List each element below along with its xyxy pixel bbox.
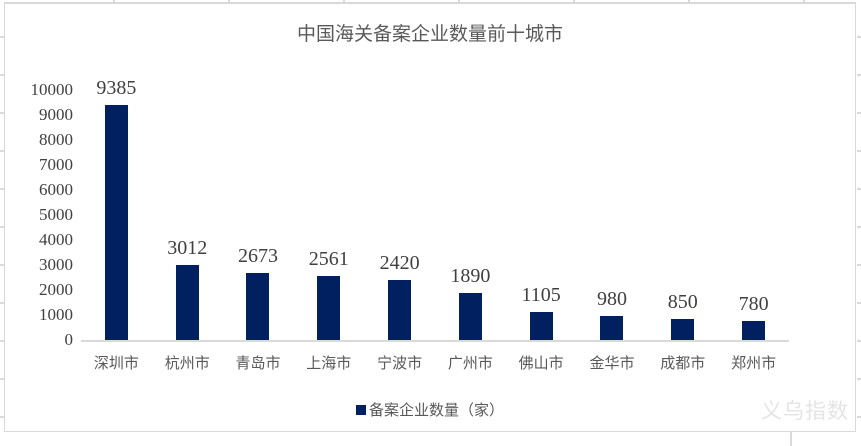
gridline-left: [0, 0, 4, 446]
x-axis-category-label: 青岛市: [235, 355, 281, 372]
y-axis: 0 1000 2000 3000 4000 5000 6000 7000 8000 9000 100…: [5, 81, 81, 349]
x-axis-category-label: 上海市: [306, 355, 352, 372]
y-axis-tick-label: 6000: [39, 180, 73, 199]
x-axis-category-label: 深圳市: [93, 355, 139, 372]
y-axis-tick-label: 8000: [39, 130, 73, 149]
chart-title[interactable]: 中国海关备案企业数量前十城市: [296, 24, 563, 45]
x-axis-category-label: 广州市: [447, 355, 493, 372]
bar-slot: 1890: [435, 265, 506, 340]
bar-value-label: 2420: [379, 251, 420, 274]
bar[interactable]: [317, 275, 341, 340]
bar-value-label: 2561: [308, 247, 349, 270]
bar-value-label: 780: [738, 292, 769, 315]
y-axis-tick-label: 4000: [39, 230, 73, 249]
gridline-top: [0, 0, 861, 3]
bar-slot: 1105: [506, 284, 577, 340]
y-axis-tick-label: 3000: [39, 255, 73, 274]
bar[interactable]: [388, 279, 412, 340]
y-axis-tick-label: 9000: [39, 105, 73, 124]
bar-value-label: 850: [667, 290, 698, 313]
gridline-stub: [790, 432, 792, 446]
gridline-right: [857, 0, 861, 446]
bar-slot: 2561: [293, 248, 364, 340]
bar-slot: 2420: [364, 251, 435, 340]
bar-value-label: 980: [596, 287, 627, 310]
x-axis: 深圳市 杭州市 青岛市 上海市 宁波市 广州市 佛山市 金华市 成都市 郑州市: [81, 352, 789, 373]
bar[interactable]: [104, 105, 128, 340]
x-axis-category-label: 郑州市: [731, 355, 777, 372]
x-axis-category-label: 金华市: [589, 355, 635, 372]
legend[interactable]: 备案企业数量（家）: [5, 399, 855, 420]
bar-slot: 3012: [152, 237, 223, 340]
x-axis-category-label: 佛山市: [518, 355, 564, 372]
watermark: 义乌指数: [761, 400, 849, 423]
bar-value-label: 1890: [450, 264, 491, 287]
plot-area: 0 1000 2000 3000 4000 5000 6000 7000 8000 9000 100…: [5, 77, 855, 349]
legend-label: 备案企业数量（家）: [368, 402, 504, 419]
y-axis-tick-label: 10000: [30, 80, 74, 99]
bar-value-label: 2673: [237, 245, 278, 268]
bar[interactable]: [175, 264, 199, 340]
x-axis-category-label: 成都市: [660, 355, 706, 372]
y-axis-tick-label: 5000: [39, 205, 73, 224]
bar[interactable]: [671, 318, 695, 340]
chart-frame[interactable]: 中国海关备案企业数量前十城市 0 1000 2000 3000 4000 5000 6000…: [4, 2, 856, 432]
y-axis-tick-label: 0: [64, 330, 74, 349]
bar-series: 9385 3012 2673 2561 2420 1890 1105 980 850 780: [81, 77, 789, 342]
y-axis-tick-label: 7000: [39, 155, 73, 174]
bar[interactable]: [742, 320, 766, 340]
bar-slot: 9385: [81, 77, 152, 340]
bar-slot: 980: [577, 287, 648, 340]
bar-slot: 850: [647, 291, 718, 340]
legend-swatch-icon: [355, 404, 366, 415]
x-axis-category-label: 宁波市: [377, 355, 423, 372]
bar-value-label: 1105: [521, 284, 561, 307]
y-axis-tick-label: 1000: [39, 305, 73, 324]
bar-value-label: 9385: [96, 77, 137, 100]
bar-value-label: 3012: [167, 236, 208, 259]
bar-slot: 780: [718, 292, 789, 340]
bar[interactable]: [529, 312, 553, 340]
y-axis-tick-label: 2000: [39, 280, 73, 299]
x-axis-category-label: 杭州市: [164, 355, 210, 372]
bar-slot: 2673: [223, 245, 294, 340]
bar[interactable]: [246, 273, 270, 340]
bar[interactable]: [458, 292, 482, 340]
bar[interactable]: [600, 315, 624, 340]
